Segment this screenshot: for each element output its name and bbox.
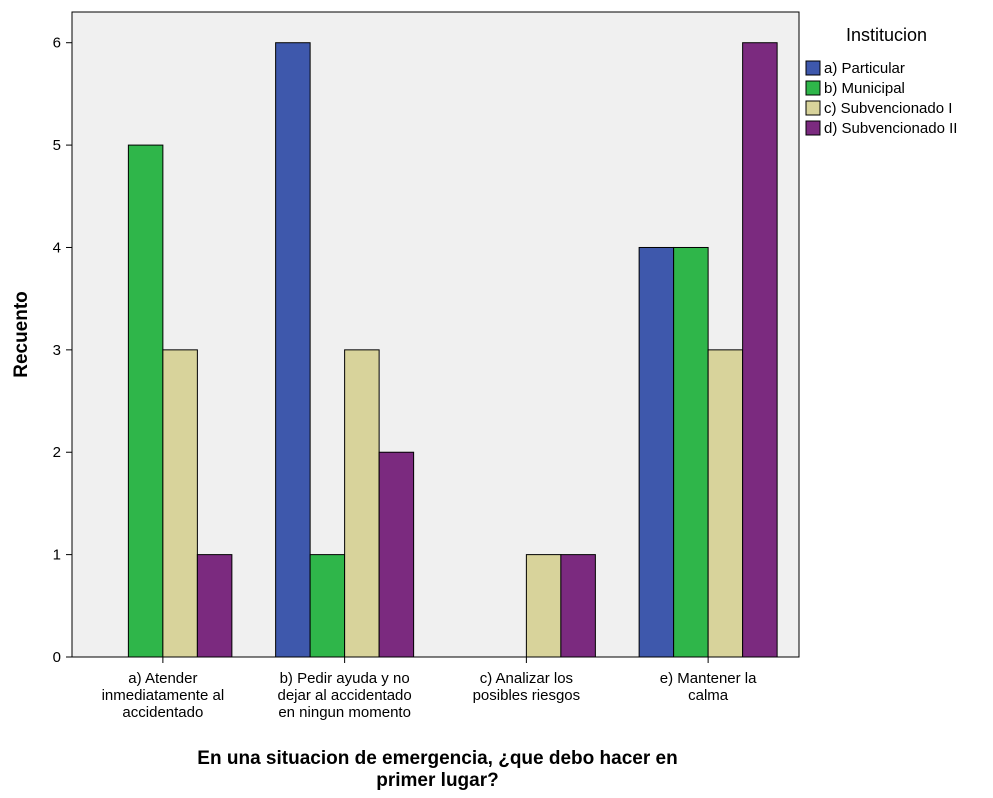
x-category-label: b) Pedir ayuda y no dejar al accidentado e… [277, 670, 411, 721]
legend-label: a) Particular [824, 60, 905, 77]
bar-d-subvencionado-ii-cat4 [742, 42, 778, 658]
x-category-label: c) Analizar los posibles riesgos [473, 670, 581, 704]
y-tick-label: 0 [53, 649, 61, 666]
bar-b-municipal-cat2 [309, 554, 346, 658]
bar-d-subvencionado-ii-cat2 [378, 451, 415, 658]
bar-b-municipal-cat4 [673, 246, 709, 658]
y-tick-label: 4 [53, 239, 61, 256]
bar-c-subvencionado-i-cat3 [525, 554, 562, 658]
x-category-label: a) Atender inmediatamente al accidentado [102, 670, 225, 721]
y-tick-label: 1 [53, 547, 61, 564]
y-tick-label: 5 [53, 137, 61, 154]
bar-b-municipal-cat1 [127, 144, 164, 658]
legend-swatch [805, 120, 821, 136]
legend-swatch [805, 60, 821, 76]
legend-label: b) Municipal [824, 80, 905, 97]
x-category-label: e) Mantener la calma [660, 670, 757, 704]
bar-c-subvencionado-i-cat2 [344, 349, 380, 658]
y-axis: 0 1 2 3 4 5 6 [53, 35, 72, 666]
legend-label: d) Subvencionado II [824, 120, 957, 137]
legend-title: Institucion [846, 25, 927, 45]
bar-d-subvencionado-ii-cat1 [196, 554, 233, 658]
bar-d-subvencionado-ii-cat3 [560, 554, 596, 658]
legend-swatch [805, 80, 821, 96]
bars-group [127, 42, 778, 658]
legend-label: c) Subvencionado I [824, 100, 952, 117]
bar-c-subvencionado-i-cat4 [707, 349, 744, 658]
legend-swatch [805, 100, 821, 116]
y-axis-title: Recuento [11, 291, 32, 378]
y-tick-label: 6 [53, 35, 61, 52]
y-tick-label: 2 [53, 444, 61, 461]
y-tick-label: 3 [53, 342, 61, 359]
bar-a-particular-cat4 [638, 246, 675, 658]
legend: Institucion a) Particular b) Municipal c) … [805, 25, 957, 137]
bar-a-particular-cat2 [275, 42, 311, 658]
bar-c-subvencionado-i-cat1 [162, 349, 198, 658]
x-axis-title: En una situacion de emergencia, ¿que deb… [197, 748, 677, 791]
x-axis: a) Atender inmediatamente al accidentado b)… [102, 657, 757, 721]
